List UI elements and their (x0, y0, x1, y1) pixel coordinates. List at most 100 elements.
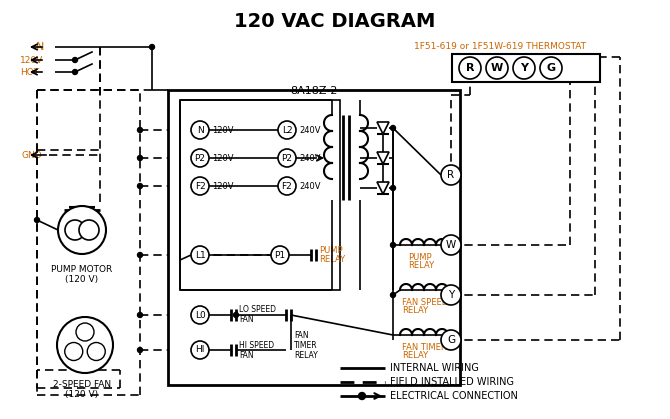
Text: 120V: 120V (212, 153, 234, 163)
Text: HI: HI (93, 334, 101, 342)
Circle shape (191, 149, 209, 167)
Text: N: N (36, 42, 44, 52)
Text: HI: HI (196, 346, 205, 354)
Circle shape (76, 323, 94, 341)
Circle shape (278, 149, 296, 167)
Text: FAN: FAN (294, 331, 309, 339)
Circle shape (191, 341, 209, 359)
Bar (180, 100, 340, 290)
Circle shape (271, 246, 289, 264)
Circle shape (58, 206, 106, 254)
Text: FAN: FAN (239, 316, 254, 324)
Text: RELAY: RELAY (402, 351, 428, 360)
Polygon shape (377, 122, 389, 134)
Text: 120V: 120V (212, 181, 234, 191)
Circle shape (441, 330, 461, 350)
Text: GND: GND (22, 150, 43, 160)
Text: RELAY: RELAY (319, 256, 345, 264)
Circle shape (191, 306, 209, 324)
Circle shape (278, 121, 296, 139)
Circle shape (72, 70, 78, 75)
Circle shape (441, 235, 461, 255)
Circle shape (137, 127, 143, 132)
Text: PUMP: PUMP (319, 246, 342, 254)
Circle shape (513, 57, 535, 79)
Text: 120V: 120V (212, 126, 234, 134)
Bar (168, 90, 460, 385)
Circle shape (137, 313, 143, 318)
Circle shape (79, 220, 99, 240)
Text: L0: L0 (194, 310, 206, 320)
Text: 120 VAC DIAGRAM: 120 VAC DIAGRAM (234, 12, 436, 31)
Text: W: W (446, 240, 456, 250)
Text: N: N (196, 126, 204, 134)
Text: FAN: FAN (239, 351, 254, 360)
Circle shape (391, 292, 395, 297)
Text: RELAY: RELAY (408, 261, 434, 270)
Text: PUMP MOTOR
(120 V): PUMP MOTOR (120 V) (52, 265, 113, 285)
Bar (452, 54, 600, 82)
Circle shape (391, 243, 395, 248)
Circle shape (459, 57, 481, 79)
Circle shape (441, 285, 461, 305)
Circle shape (137, 184, 143, 189)
Polygon shape (377, 152, 389, 164)
Text: COM: COM (76, 357, 92, 363)
Circle shape (278, 177, 296, 195)
Text: Y: Y (448, 290, 454, 300)
Circle shape (234, 313, 239, 318)
Text: FAN TIMER: FAN TIMER (402, 343, 447, 352)
Text: P1: P1 (275, 251, 285, 259)
Text: G: G (447, 335, 455, 345)
Text: ELECTRICAL CONNECTION: ELECTRICAL CONNECTION (390, 391, 518, 401)
Text: INTERNAL WIRING: INTERNAL WIRING (390, 363, 479, 373)
Polygon shape (377, 182, 389, 194)
Circle shape (72, 57, 78, 62)
Text: L2: L2 (281, 126, 292, 134)
Text: R: R (466, 63, 474, 73)
Text: LO: LO (66, 334, 76, 342)
Circle shape (391, 186, 395, 191)
Circle shape (65, 342, 82, 360)
Circle shape (441, 165, 461, 185)
Text: F2: F2 (194, 181, 206, 191)
Circle shape (486, 57, 508, 79)
Circle shape (87, 342, 105, 360)
Text: Y: Y (520, 63, 528, 73)
Text: LO SPEED: LO SPEED (239, 305, 276, 315)
Text: TIMER: TIMER (294, 341, 318, 349)
Text: 240V: 240V (299, 126, 320, 134)
Text: FAN SPEED: FAN SPEED (402, 298, 448, 307)
Text: R: R (448, 170, 454, 180)
Text: P2: P2 (281, 153, 293, 163)
Text: F2: F2 (281, 181, 292, 191)
Text: RELAY: RELAY (294, 351, 318, 360)
Text: 240V: 240V (299, 153, 320, 163)
Text: 2-SPEED FAN
(120 V): 2-SPEED FAN (120 V) (53, 380, 111, 399)
Text: PUMP: PUMP (408, 253, 431, 262)
Circle shape (191, 177, 209, 195)
Circle shape (540, 57, 562, 79)
Circle shape (137, 155, 143, 160)
Circle shape (358, 393, 366, 399)
Text: 1F51-619 or 1F51W-619 THERMOSTAT: 1F51-619 or 1F51W-619 THERMOSTAT (414, 42, 586, 51)
Text: P2: P2 (194, 153, 206, 163)
Text: 120V: 120V (20, 55, 44, 65)
Circle shape (34, 217, 40, 222)
Text: HOT: HOT (20, 67, 39, 77)
Text: 8A18Z-2: 8A18Z-2 (290, 86, 338, 96)
Text: L1: L1 (194, 251, 206, 259)
Circle shape (191, 121, 209, 139)
Circle shape (137, 253, 143, 258)
Text: FIELD INSTALLED WIRING: FIELD INSTALLED WIRING (390, 377, 514, 387)
Circle shape (57, 317, 113, 373)
Circle shape (65, 220, 85, 240)
Circle shape (137, 347, 143, 352)
Circle shape (391, 126, 395, 130)
Text: RELAY: RELAY (402, 306, 428, 315)
Text: G: G (547, 63, 555, 73)
Circle shape (149, 44, 155, 49)
Text: 240V: 240V (299, 181, 320, 191)
Text: W: W (491, 63, 503, 73)
Circle shape (191, 246, 209, 264)
